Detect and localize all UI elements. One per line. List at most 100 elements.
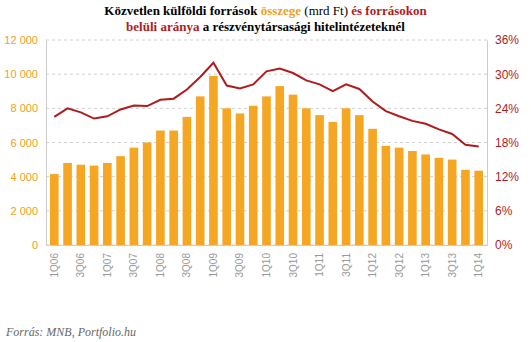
tick: 3Q09 xyxy=(234,245,245,277)
tick: 12% xyxy=(487,170,519,184)
tick-label: 24% xyxy=(495,102,519,116)
axis-line xyxy=(487,41,488,246)
tick-label: 3Q13 xyxy=(447,253,458,278)
bar xyxy=(382,146,391,245)
bar xyxy=(461,170,470,245)
bar xyxy=(90,166,99,245)
tick: 3Q10 xyxy=(288,245,299,277)
tick-label: 6% xyxy=(495,204,513,218)
line xyxy=(54,63,478,147)
tick: 24% xyxy=(487,102,519,116)
tick: 4 000 xyxy=(10,171,46,183)
bar xyxy=(421,154,430,245)
tick: 1Q08 xyxy=(155,245,166,277)
bar xyxy=(169,131,178,245)
tick: 1Q10 xyxy=(261,245,272,277)
data-area xyxy=(50,63,483,245)
tick: 1Q07 xyxy=(102,245,113,277)
source: Forrás: MNB, Portfolio.hu xyxy=(5,325,136,339)
tick-label: 0% xyxy=(495,238,513,252)
bar xyxy=(395,148,404,245)
bar xyxy=(209,76,218,245)
tick: 1Q14 xyxy=(473,245,484,277)
bar xyxy=(435,158,444,245)
title-segment: a részvénytársasági hitelintézeteknél xyxy=(199,19,405,34)
grid-line xyxy=(46,74,487,75)
tick-label: 0 xyxy=(32,239,38,251)
bar xyxy=(474,171,483,245)
tick: 2 000 xyxy=(10,205,46,217)
bar xyxy=(275,86,284,245)
bar xyxy=(236,113,245,245)
tick-label: 30% xyxy=(495,68,519,82)
bar xyxy=(50,174,59,245)
tick-label: 12% xyxy=(495,170,519,184)
bar xyxy=(222,108,231,245)
bar xyxy=(130,148,139,245)
tick-label: 1Q11 xyxy=(314,253,325,277)
grid xyxy=(46,40,487,245)
tick-label: 12 000 xyxy=(4,34,38,46)
tick-label: 1Q08 xyxy=(155,253,166,278)
bar xyxy=(156,131,165,245)
title-segment: összege xyxy=(261,3,302,18)
tick-label: 1Q14 xyxy=(473,253,484,278)
title-segment: Közvetlen külföldi források xyxy=(104,3,260,18)
tick-label: 1Q13 xyxy=(420,253,431,278)
title-segment: (mrd Ft) xyxy=(301,3,351,18)
bar xyxy=(302,108,311,245)
axis-line xyxy=(46,41,47,246)
title-line: Közvetlen külföldi források összege (mrd… xyxy=(104,3,427,18)
x-axis: 1Q063Q061Q073Q071Q083Q081Q093Q091Q103Q10… xyxy=(47,245,488,277)
tick: 3Q11 xyxy=(341,245,352,277)
bar xyxy=(196,96,205,245)
tick: 3Q07 xyxy=(128,245,139,277)
tick-label: 1Q07 xyxy=(102,253,113,278)
bar xyxy=(183,117,192,245)
bar xyxy=(315,115,324,245)
bar xyxy=(408,151,417,245)
tick: 36% xyxy=(487,33,519,47)
tick-label: 1Q12 xyxy=(367,253,378,278)
tick: 10 000 xyxy=(4,68,46,80)
bar xyxy=(143,143,152,246)
tick: 30% xyxy=(487,68,519,82)
tick-label: 3Q07 xyxy=(128,253,139,278)
bar xyxy=(63,163,72,245)
tick-label: 1Q10 xyxy=(261,253,272,278)
title: Közvetlen külföldi források összege (mrd… xyxy=(104,3,427,34)
tick: 0 xyxy=(32,239,46,251)
bar xyxy=(448,160,457,245)
grid-line xyxy=(46,40,487,41)
bar xyxy=(116,156,125,245)
tick-label: 3Q11 xyxy=(341,253,352,277)
tick: 12 000 xyxy=(4,34,46,46)
bar xyxy=(103,163,112,245)
tick: 1Q11 xyxy=(314,245,325,277)
bar xyxy=(289,95,298,245)
tick-label: 10 000 xyxy=(4,68,38,80)
tick: 18% xyxy=(487,136,519,150)
tick: 1Q12 xyxy=(367,245,378,277)
tick-label: 3Q06 xyxy=(75,253,86,278)
tick: 6% xyxy=(487,204,513,218)
tick-label: 3Q09 xyxy=(234,253,245,278)
tick: 3Q12 xyxy=(394,245,405,277)
tick-label: 18% xyxy=(495,136,519,150)
title-segment: belüli aránya xyxy=(126,19,200,34)
bar xyxy=(342,108,351,245)
tick-label: 4 000 xyxy=(10,171,38,183)
tick: 0% xyxy=(487,238,513,252)
tick: 1Q13 xyxy=(420,245,431,277)
tick-label: 1Q06 xyxy=(49,253,60,278)
bar xyxy=(329,122,338,245)
title-line: belüli aránya a részvénytársasági hiteli… xyxy=(126,19,405,34)
y2-axis: 0% 6% 12% 18% 24% 30% 36% xyxy=(487,33,519,252)
tick: 6 000 xyxy=(10,137,46,149)
tick-label: 6 000 xyxy=(10,137,38,149)
tick: 3Q06 xyxy=(75,245,86,277)
tick-label: 3Q12 xyxy=(394,253,405,278)
bar xyxy=(355,115,364,245)
tick-label: 36% xyxy=(495,33,519,47)
bar xyxy=(249,106,258,245)
